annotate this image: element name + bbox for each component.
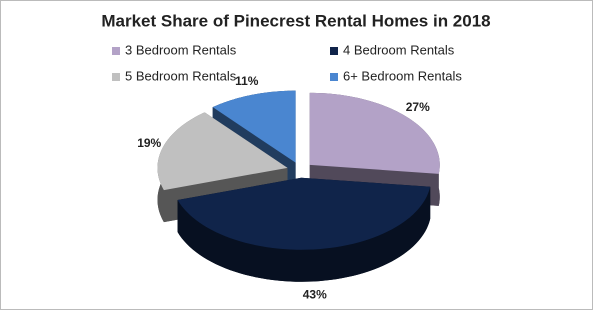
data-label: 27% <box>406 100 430 114</box>
legend-swatch <box>330 73 338 81</box>
legend-swatch <box>112 73 120 81</box>
data-label: 11% <box>235 74 259 88</box>
slice <box>157 112 288 191</box>
legend-label: 5 Bedroom Rentals <box>125 68 237 83</box>
slice <box>212 90 296 163</box>
legend-swatch <box>112 47 120 55</box>
chart-title: Market Share of Pinecrest Rental Homes i… <box>101 11 490 30</box>
slice <box>177 177 431 250</box>
data-label: 43% <box>303 288 327 302</box>
legend-label: 4 Bedroom Rentals <box>343 42 455 57</box>
legend-swatch <box>330 47 338 55</box>
legend-label: 6+ Bedroom Rentals <box>343 68 462 83</box>
legend-label: 3 Bedroom Rentals <box>125 42 237 57</box>
data-label: 19% <box>137 136 161 150</box>
slice-wall <box>177 186 431 282</box>
slice <box>309 92 440 174</box>
